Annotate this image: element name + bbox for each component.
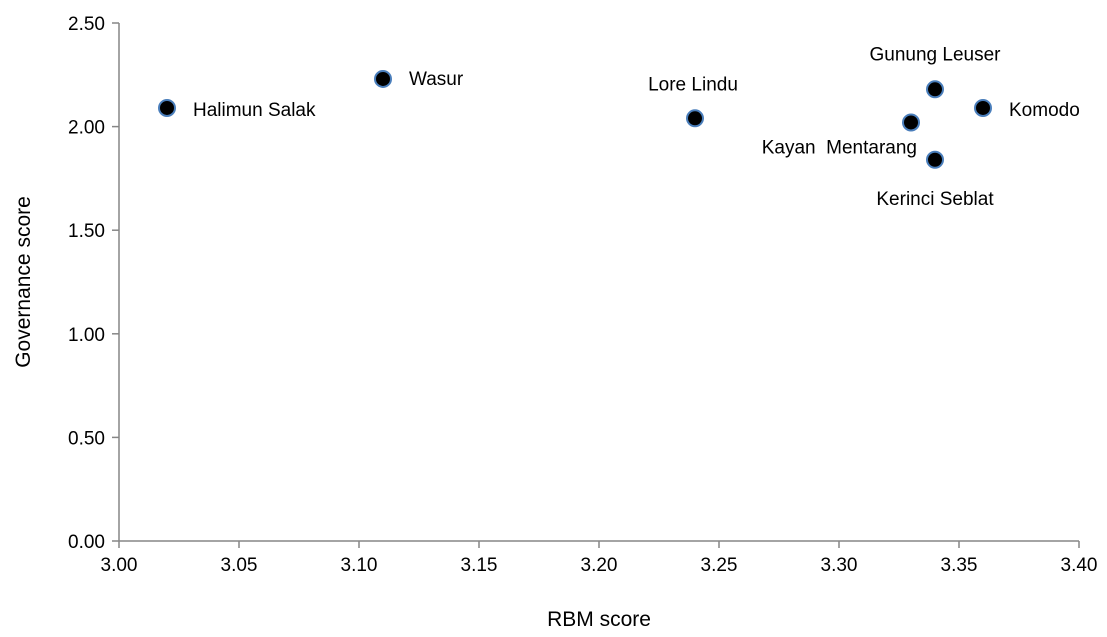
data-point-label: Halimun Salak [193, 100, 316, 121]
x-tick-label: 3.25 [701, 555, 738, 576]
x-tick-label: 3.10 [341, 555, 378, 576]
x-tick-label: 3.40 [1061, 555, 1098, 576]
x-axis-title: RBM score [547, 608, 651, 631]
data-point [974, 98, 992, 117]
x-tick-label: 3.35 [941, 555, 978, 576]
axis-ticks [112, 22, 1080, 548]
x-tick-label: 3.15 [461, 555, 498, 576]
data-point-label: Lore Lindu [648, 74, 738, 95]
data-point [158, 98, 176, 117]
y-tick-label: 2.00 [68, 118, 105, 139]
data-point [686, 109, 704, 128]
x-tick-label: 3.20 [581, 555, 618, 576]
data-point [926, 150, 944, 169]
data-point-label: Wasur [409, 69, 464, 90]
x-tick-label: 3.30 [821, 555, 858, 576]
data-point-label: Kayan Mentarang [762, 137, 917, 158]
y-tick-label: 2.50 [68, 14, 105, 35]
data-point-label: Kerinci Seblat [876, 189, 994, 210]
y-tick-label: 1.00 [68, 325, 105, 346]
x-tick-label: 3.00 [101, 555, 138, 576]
y-tick-label: 1.50 [68, 221, 105, 242]
y-tick-label: 0.50 [68, 428, 105, 449]
data-point [926, 80, 944, 99]
data-point [902, 113, 920, 132]
y-tick-label: 0.00 [68, 532, 105, 553]
tick-labels: 3.00 3.05 3.10 3.15 3.20 3.25 3.30 3.35 3.40 0.00… [68, 14, 1097, 576]
data-point-label: Komodo [1009, 100, 1080, 121]
y-axis-title: Governance score [12, 196, 35, 368]
x-tick-label: 3.05 [221, 555, 258, 576]
data-point-label: Gunung Leuser [870, 44, 1002, 65]
data-point-labels: Halimun Salak Wasur Lore Lindu Kayan Mentar… [193, 44, 1080, 209]
data-points [158, 69, 992, 169]
data-point [374, 69, 392, 88]
